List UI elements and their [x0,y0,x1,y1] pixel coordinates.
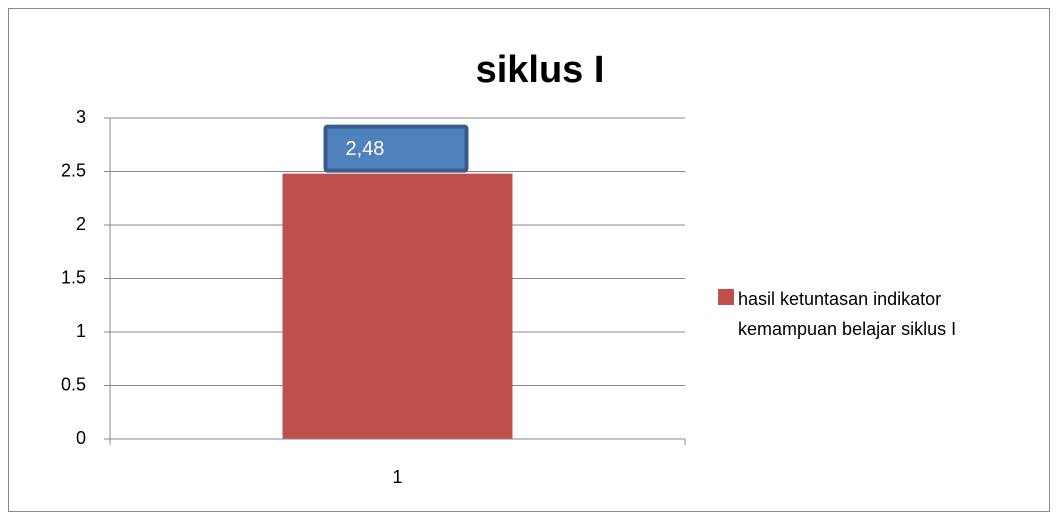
chart-title: siklus I [476,49,605,91]
y-tick-label: 1.5 [61,267,86,287]
y-tick-label: 3 [76,107,86,127]
y-tick-label: 2 [76,214,86,234]
bar [282,173,513,439]
y-tick-label: 0.5 [61,374,86,394]
y-tick-label: 2.5 [61,160,86,180]
chart-frame [8,8,1050,512]
x-tick-label: 1 [392,467,402,487]
y-tick-label: 1 [76,321,86,341]
data-label-box [323,124,469,173]
legend-swatch [718,289,734,305]
data-label: 2,48 [346,138,385,160]
legend-label: hasil ketuntasan indikator kemampuan bel… [738,289,957,339]
y-tick-label: 0 [76,428,86,448]
